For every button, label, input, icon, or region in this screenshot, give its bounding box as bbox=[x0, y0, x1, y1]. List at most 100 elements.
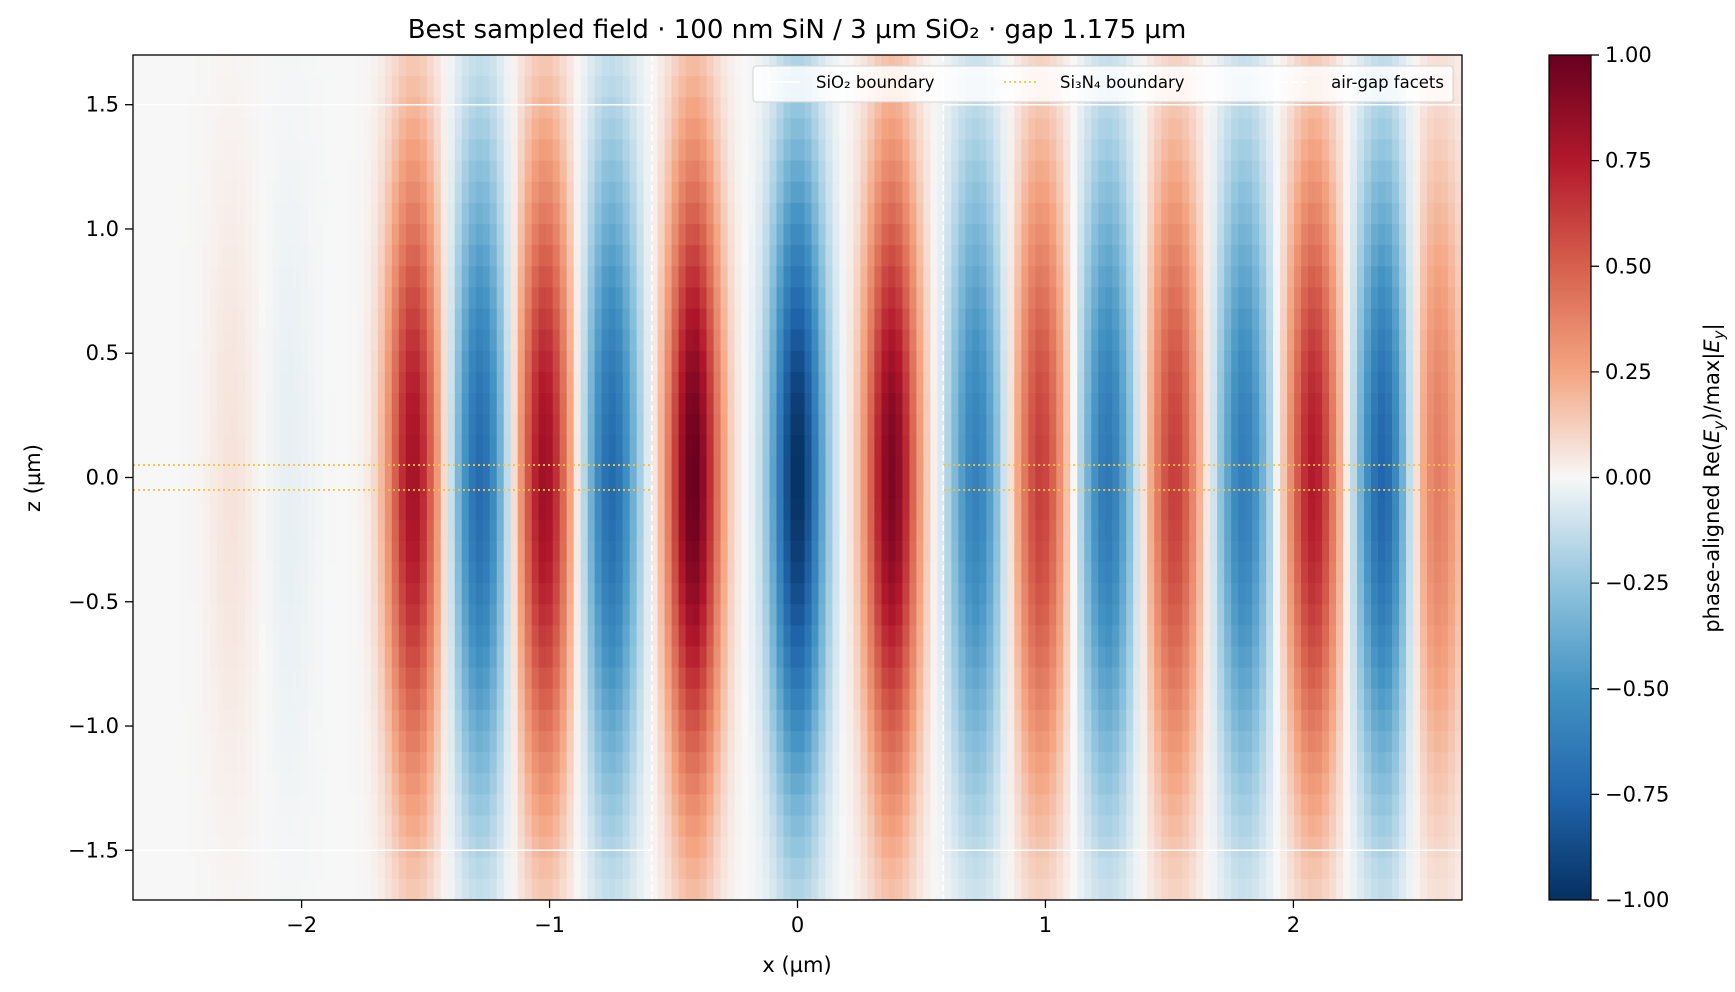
heatmap-cell bbox=[307, 139, 316, 162]
heatmap-cell bbox=[699, 752, 708, 774]
heatmap-cell bbox=[398, 308, 407, 331]
heatmap-cell bbox=[622, 562, 631, 584]
heatmap-cell bbox=[811, 646, 820, 669]
heatmap-cell bbox=[468, 562, 477, 584]
heatmap-cell bbox=[951, 709, 959, 732]
heatmap-cell bbox=[650, 688, 659, 711]
heatmap-cell bbox=[538, 731, 547, 753]
heatmap-cell bbox=[524, 667, 533, 690]
heatmap-cell bbox=[153, 371, 162, 394]
heatmap-cell bbox=[461, 731, 470, 753]
heatmap-cell bbox=[769, 540, 778, 563]
heatmap-cell bbox=[545, 498, 554, 521]
heatmap-cell bbox=[818, 435, 827, 457]
heatmap-cell bbox=[482, 815, 491, 838]
heatmap-cell bbox=[580, 350, 589, 373]
heatmap-cell bbox=[426, 329, 435, 352]
heatmap-cell bbox=[265, 118, 274, 141]
heatmap-cell bbox=[258, 667, 267, 690]
heatmap-cell bbox=[769, 350, 778, 373]
heatmap-cell bbox=[678, 245, 687, 267]
heatmap-cell bbox=[216, 498, 225, 521]
heatmap-cell bbox=[937, 329, 945, 352]
heatmap-cell bbox=[559, 688, 568, 711]
heatmap-cell bbox=[643, 224, 652, 246]
heatmap-cell bbox=[461, 836, 470, 859]
heatmap-cell bbox=[468, 97, 477, 119]
heatmap-cell bbox=[230, 562, 239, 584]
heatmap-cell bbox=[923, 878, 931, 900]
heatmap-cell bbox=[594, 393, 603, 415]
heatmap-cell bbox=[559, 76, 568, 98]
heatmap-cell bbox=[594, 329, 603, 352]
heatmap-cell bbox=[643, 329, 652, 352]
heatmap-cell bbox=[573, 646, 582, 669]
heatmap-cell bbox=[482, 371, 491, 394]
heatmap-cell bbox=[356, 97, 365, 119]
heatmap-cell bbox=[167, 160, 176, 183]
heatmap-cell bbox=[531, 414, 540, 436]
heatmap-cell bbox=[580, 752, 589, 774]
heatmap-cell bbox=[818, 477, 827, 500]
heatmap-cell bbox=[909, 414, 918, 436]
heatmap-cell bbox=[783, 393, 792, 415]
heatmap-cell bbox=[482, 878, 491, 900]
heatmap-cell bbox=[538, 583, 547, 605]
heatmap-cell bbox=[510, 435, 519, 457]
heatmap-cell bbox=[587, 604, 596, 626]
heatmap-cell bbox=[349, 118, 358, 141]
heatmap-cell bbox=[860, 245, 869, 267]
heatmap-cell bbox=[328, 287, 337, 310]
heatmap-cell bbox=[258, 794, 267, 817]
heatmap-cell bbox=[496, 519, 505, 542]
heatmap-cell bbox=[265, 181, 274, 204]
heatmap-cell bbox=[762, 435, 771, 457]
heatmap-cell bbox=[160, 731, 169, 753]
heatmap-cell bbox=[363, 878, 372, 900]
heatmap-cell bbox=[188, 393, 197, 415]
heatmap-cell bbox=[139, 456, 148, 479]
heatmap-cell bbox=[286, 773, 295, 795]
heatmap-cell bbox=[636, 752, 645, 774]
heatmap-column bbox=[146, 55, 155, 900]
heatmap-cell bbox=[188, 97, 197, 119]
heatmap-cell bbox=[783, 477, 792, 500]
heatmap-cell bbox=[454, 393, 463, 415]
heatmap-cell bbox=[741, 55, 750, 77]
heatmap-cell bbox=[139, 562, 148, 584]
heatmap-cell bbox=[839, 625, 848, 648]
heatmap-cell bbox=[965, 562, 973, 584]
heatmap-cell bbox=[678, 583, 687, 605]
heatmap-cell bbox=[566, 731, 575, 753]
heatmap-cell bbox=[195, 118, 204, 141]
heatmap-cell bbox=[314, 688, 323, 711]
heatmap-cell bbox=[783, 371, 792, 394]
heatmap-cell bbox=[223, 562, 232, 584]
heatmap-cell bbox=[160, 202, 169, 225]
heatmap-cell bbox=[818, 287, 827, 310]
heatmap-cell bbox=[461, 139, 470, 162]
heatmap-cell bbox=[230, 836, 239, 859]
heatmap-column bbox=[608, 55, 617, 900]
heatmap-cell bbox=[405, 224, 414, 246]
heatmap-cell bbox=[307, 456, 316, 479]
heatmap-cell bbox=[951, 287, 959, 310]
heatmap-cell bbox=[482, 287, 491, 310]
heatmap-cell bbox=[748, 118, 757, 141]
heatmap-cell bbox=[468, 815, 477, 838]
heatmap-cell bbox=[447, 709, 456, 732]
heatmap-cell bbox=[825, 604, 834, 626]
heatmap-column bbox=[405, 55, 414, 900]
heatmap-cell bbox=[818, 878, 827, 900]
heatmap-cell bbox=[832, 709, 841, 732]
heatmap-cell bbox=[573, 498, 582, 521]
heatmap-cell bbox=[370, 498, 379, 521]
heatmap-cell bbox=[741, 118, 750, 141]
heatmap-cell bbox=[251, 688, 260, 711]
heatmap-cell bbox=[300, 583, 309, 605]
heatmap-cell bbox=[769, 731, 778, 753]
heatmap-cell bbox=[133, 414, 141, 436]
heatmap-cell bbox=[664, 266, 673, 288]
heatmap-cell bbox=[300, 371, 309, 394]
heatmap-cell bbox=[622, 139, 631, 162]
